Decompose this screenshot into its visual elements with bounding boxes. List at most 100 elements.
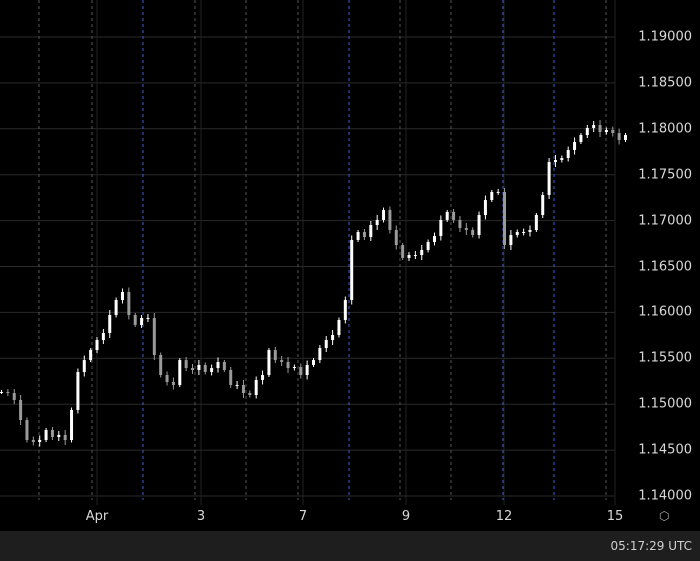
candle-body — [471, 229, 475, 236]
price-tick-label: 1.16500 — [638, 259, 692, 274]
candle-body — [82, 360, 86, 372]
candle-body — [108, 314, 112, 333]
candle-body — [127, 292, 131, 315]
candle-body — [89, 350, 93, 361]
candle-body — [299, 367, 303, 376]
candle-body — [140, 317, 144, 325]
candle-body — [356, 231, 360, 240]
price-tick-label: 1.17000 — [638, 213, 692, 229]
candle-body — [407, 255, 411, 258]
candle-body — [592, 125, 596, 128]
candle-body — [44, 429, 48, 441]
candle-body — [490, 191, 494, 201]
candle-body — [152, 317, 156, 355]
candle-body — [515, 231, 519, 236]
candle-body — [70, 409, 74, 441]
candle-body — [171, 381, 175, 386]
candle-body — [261, 375, 265, 380]
price-tick-label: 1.18500 — [638, 75, 692, 91]
candle-body — [483, 200, 487, 216]
candle-body — [267, 350, 271, 376]
candle-body — [547, 162, 551, 195]
candle-body — [528, 229, 532, 232]
candle-body — [280, 360, 284, 362]
candle-body — [197, 365, 201, 370]
candle-body — [420, 249, 424, 256]
candle-body — [101, 332, 105, 341]
candle-body — [273, 350, 277, 361]
candle-body — [165, 375, 169, 382]
candle-body — [6, 391, 10, 394]
candle-body — [624, 135, 627, 140]
candle-body — [178, 360, 182, 386]
candle-body — [133, 314, 137, 325]
candle-body — [362, 231, 366, 238]
candle-body — [114, 300, 118, 315]
candle-body — [318, 348, 322, 361]
candle-body — [413, 255, 417, 257]
price-tick-label: 1.14500 — [638, 442, 692, 458]
price-tick-label: 1.15500 — [638, 350, 692, 366]
candle-body — [38, 440, 42, 443]
candle-body — [426, 241, 430, 250]
candle-body — [222, 361, 226, 370]
candle-body — [63, 434, 67, 441]
candle-body — [573, 142, 577, 151]
settings-hexagon-icon[interactable]: ⬡ — [659, 509, 670, 523]
candle-body — [579, 135, 583, 143]
candle-body — [445, 211, 449, 220]
price-tick-label: 1.18000 — [638, 121, 692, 137]
time-tick-label: Apr — [85, 509, 109, 524]
time-tick-label: 9 — [401, 509, 411, 524]
candle-body — [235, 385, 239, 387]
candle-body — [432, 236, 436, 242]
price-tick-label: 1.16000 — [638, 304, 692, 320]
candle-body — [12, 393, 16, 400]
candle-body — [382, 210, 386, 220]
candle-body — [19, 399, 23, 420]
candle-body — [604, 129, 608, 133]
candle-body — [286, 361, 290, 369]
candle-body — [509, 235, 513, 246]
candle-body — [350, 239, 354, 301]
candle-body — [503, 191, 507, 246]
candle-body — [159, 354, 163, 376]
candle-body — [292, 367, 296, 369]
candle-body — [229, 369, 233, 386]
candle-body — [477, 215, 481, 236]
candle-body — [566, 150, 570, 158]
candle-body — [191, 368, 195, 370]
price-tick-label: 1.15000 — [638, 396, 692, 412]
candle-body — [210, 368, 214, 372]
candle-body — [560, 157, 564, 161]
candle-body — [0, 391, 3, 393]
candle-body — [617, 133, 621, 140]
candle-body — [241, 385, 245, 394]
candle-body — [452, 211, 456, 220]
price-chart[interactable] — [0, 0, 700, 531]
candle-body — [305, 365, 309, 376]
time-tick-label: 7 — [298, 509, 308, 524]
candle-body — [76, 371, 80, 410]
time-tick-label: 3 — [196, 509, 206, 524]
price-tick-label: 1.19000 — [638, 29, 692, 45]
candle-body — [534, 215, 538, 230]
candle-body — [184, 360, 188, 369]
candle-body — [337, 320, 341, 335]
candle-body — [146, 317, 150, 319]
candle-body — [496, 191, 500, 193]
candle-body — [343, 300, 347, 321]
candle-body — [388, 210, 392, 230]
time-tick-label: 12 — [495, 509, 513, 524]
candle-body — [598, 125, 602, 133]
time-tick-label: 15 — [606, 509, 624, 524]
status-bar: 05:17:29 UTC — [0, 531, 700, 561]
candle-body — [324, 340, 328, 349]
candle-body — [120, 292, 124, 301]
candle-body — [394, 229, 398, 246]
candle-body — [331, 334, 335, 341]
candle-body — [439, 219, 443, 237]
candle-body — [522, 231, 526, 233]
candle-body — [248, 393, 252, 396]
